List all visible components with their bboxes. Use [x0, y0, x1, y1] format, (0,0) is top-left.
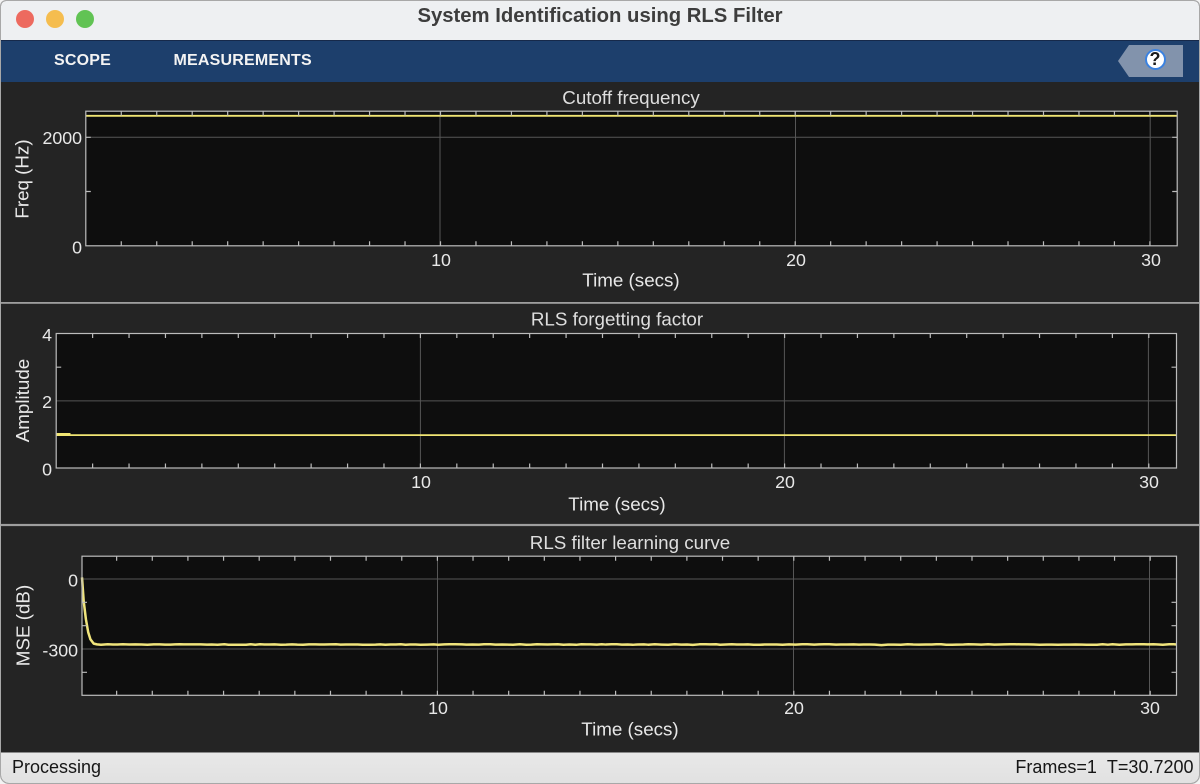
svg-text:2000: 2000 [42, 128, 82, 148]
svg-text:30: 30 [1140, 698, 1160, 718]
svg-text:4: 4 [42, 325, 52, 345]
svg-text:RLS filter learning curve: RLS filter learning curve [530, 532, 730, 553]
svg-text:10: 10 [411, 472, 431, 492]
svg-text:2: 2 [42, 392, 52, 412]
svg-text:10: 10 [428, 698, 448, 718]
svg-text:Time (secs): Time (secs) [582, 270, 679, 291]
svg-text:RLS forgetting factor: RLS forgetting factor [531, 309, 703, 330]
svg-text:Time (secs): Time (secs) [581, 719, 678, 740]
svg-text:Freq (Hz): Freq (Hz) [12, 139, 33, 218]
svg-text:30: 30 [1141, 250, 1161, 270]
svg-text:30: 30 [1139, 472, 1159, 492]
svg-text:0: 0 [68, 570, 78, 590]
svg-text:Time (secs): Time (secs) [568, 494, 665, 515]
svg-text:-300: -300 [42, 640, 78, 660]
svg-text:Cutoff frequency: Cutoff frequency [562, 87, 700, 108]
svg-text:MSE (dB): MSE (dB) [13, 585, 34, 666]
svg-text:20: 20 [775, 472, 795, 492]
svg-text:20: 20 [784, 698, 804, 718]
svg-text:Amplitude: Amplitude [12, 359, 33, 443]
svg-text:0: 0 [72, 237, 82, 257]
svg-text:20: 20 [786, 250, 806, 270]
svg-text:10: 10 [431, 250, 451, 270]
svg-text:0: 0 [42, 459, 52, 479]
